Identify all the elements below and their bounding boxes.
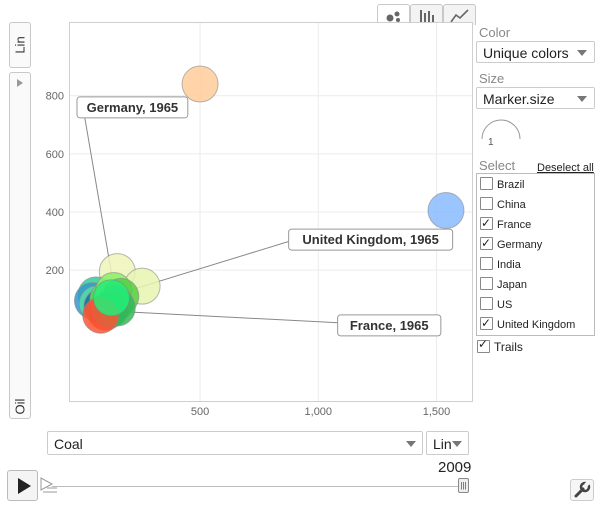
chevron-down-icon [406,441,416,447]
bubble-chart-tab[interactable] [377,4,410,26]
country-item[interactable]: India [480,256,521,274]
x-scale-select[interactable]: Lin [426,431,469,455]
country-label: China [497,199,526,211]
country-item[interactable]: United Kingdom [480,314,576,334]
country-checkbox[interactable] [480,214,493,232]
play-button[interactable] [7,470,38,501]
y-tick-label: 400 [46,207,64,219]
size-legend-arc-icon [481,119,521,140]
annotation-label: Germany, 1965 [87,100,179,115]
country-listbox[interactable]: Brazil China France Germany India Japan US Unit… [476,173,595,336]
x-tick-label: 1,500 [423,406,451,418]
country-item[interactable]: US [480,296,512,314]
chevron-down-icon [452,441,462,447]
country-label: Brazil [497,179,525,191]
size-select[interactable]: Marker.size [476,87,595,109]
country-checkbox[interactable] [480,314,493,332]
country-label: India [497,259,521,271]
country-item[interactable]: Germany [480,234,543,254]
country-label: Japan [497,279,527,291]
country-checkbox[interactable] [480,277,493,290]
country-label: US [497,299,513,311]
color-select[interactable]: Unique colors [476,41,595,63]
bar-chart-icon [420,10,434,23]
settings-button[interactable] [570,479,594,501]
y-variable-selector[interactable]: Oil [9,72,31,419]
bubble [181,65,219,103]
country-checkbox[interactable] [480,257,493,270]
x-scale-value: Lin [433,436,452,452]
x-variable-select[interactable]: Coal [47,431,423,455]
country-item[interactable]: France [480,214,532,234]
country-item[interactable]: Brazil [480,176,525,194]
country-checkbox[interactable] [480,234,493,252]
country-checkbox[interactable] [480,297,493,310]
deselect-all-link[interactable]: Deselect all [537,162,594,174]
bubble [427,192,465,230]
y-scale-label: Lin [12,36,28,54]
size-select-value: Marker.size [483,91,555,107]
size-legend-value: 1 [488,137,494,148]
size-label: Size [479,71,505,86]
bubble-chart-icon [386,11,400,22]
chevron-down-icon [577,50,587,56]
year-display: 2009 [438,459,472,476]
annotation-label: United Kingdom, 1965 [302,232,439,247]
country-item[interactable]: Japan [480,276,527,294]
x-tick-label: 500 [191,406,209,418]
trails-toggle[interactable]: Trails [477,337,523,354]
bar-chart-tab[interactable] [410,4,443,25]
country-label: Germany [497,239,543,251]
time-slider-thumb[interactable]: ||| [458,478,469,493]
y-tick-label: 600 [46,149,64,161]
annotation-box [337,314,442,337]
trails-checkbox[interactable] [477,337,490,353]
x-variable-value: Coal [54,436,83,452]
bubble-chart: 500 1,000 1,500 200 400 600 800 Germany, 1965 Un… [46,23,472,418]
play-icon [18,478,31,494]
plot-area: 500 1,000 1,500 200 400 600 800 Germany, 1965 Un… [46,22,473,418]
bubble [92,279,130,317]
annotation-label: France, 1965 [350,318,429,333]
chevron-down-icon [577,96,587,102]
y-variable-arrow-icon [17,79,23,87]
select-label: Select [479,158,516,173]
line-chart-tab[interactable] [443,4,476,25]
country-label: France [497,219,532,231]
color-label: Color [479,25,511,40]
y-tick-label: 200 [46,265,64,277]
y-tick-label: 800 [46,91,64,103]
country-checkbox[interactable] [480,197,493,210]
country-label: United Kingdom [497,319,576,331]
y-scale-selector[interactable]: Lin [9,22,31,68]
color-select-value: Unique colors [483,45,569,61]
y-variable-label: Oil [12,398,28,415]
annotation-box [288,228,454,251]
trails-label: Trails [494,340,523,354]
time-slider-track[interactable] [52,486,466,487]
annotation-box [76,96,189,119]
wrench-icon [574,481,591,498]
x-tick-label: 1,000 [305,406,333,418]
country-checkbox[interactable] [480,177,493,190]
speed-control-icon[interactable] [40,476,58,494]
country-item[interactable]: China [480,196,526,214]
